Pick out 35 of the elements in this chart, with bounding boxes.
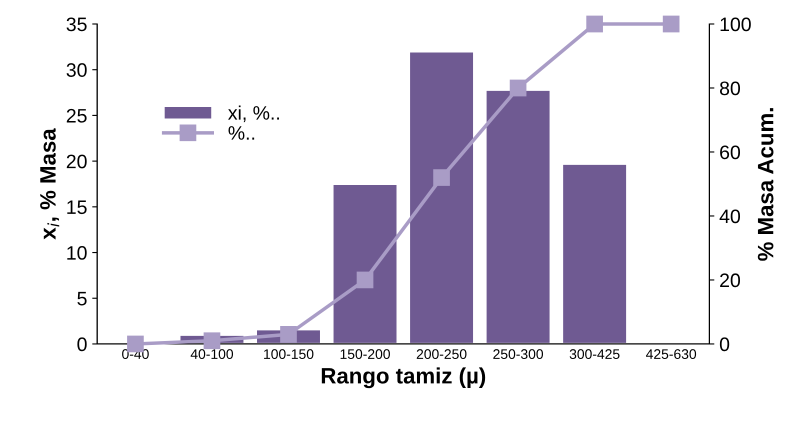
y2-tick-label: 0 — [720, 337, 730, 352]
point — [510, 80, 526, 96]
x-tick-label: 40-100 — [190, 349, 234, 360]
y-tick-label: 20 — [66, 154, 87, 168]
legend-label: xi, %.. — [228, 105, 279, 122]
point — [280, 326, 297, 343]
y-tick-label: 10 — [67, 246, 87, 260]
y2-tick-label: 80 — [720, 81, 740, 96]
y-tick-label: 25 — [66, 108, 87, 123]
bar — [484, 88, 552, 344]
y-tick-label: 35 — [66, 17, 87, 32]
legend-label: %.. — [228, 126, 254, 140]
y2-tick-label: 100 — [720, 17, 751, 32]
y2-tick-label: 60 — [720, 145, 740, 160]
x-tick-label: 150-200 — [340, 349, 390, 360]
point — [433, 169, 450, 186]
y-tick-label: 15 — [67, 200, 87, 214]
x-tick-label: 425-630 — [646, 349, 696, 360]
x-tick-label: 200-250 — [416, 349, 467, 360]
y-tick-label: 30 — [66, 63, 87, 77]
x-axis-title: Rango tamiz (µ) — [322, 367, 486, 388]
point — [356, 272, 374, 288]
y-tick-label: 0 — [77, 337, 87, 352]
point — [662, 16, 680, 32]
y2-axis-title: % Masa Acum. — [758, 108, 774, 261]
x-tick-label: 100-150 — [264, 349, 314, 360]
x-tick-label: 250-300 — [493, 349, 544, 360]
y2-tick-label: 40 — [720, 209, 740, 224]
y-tick-label: 5 — [77, 292, 87, 306]
bar — [561, 162, 628, 344]
y-axis-title: x$_{i}$, % Masa — [40, 128, 60, 240]
point — [204, 332, 220, 350]
x-tick-label: 300-425 — [570, 349, 620, 360]
y2-tick-label: 20 — [720, 273, 740, 288]
point — [586, 16, 603, 32]
